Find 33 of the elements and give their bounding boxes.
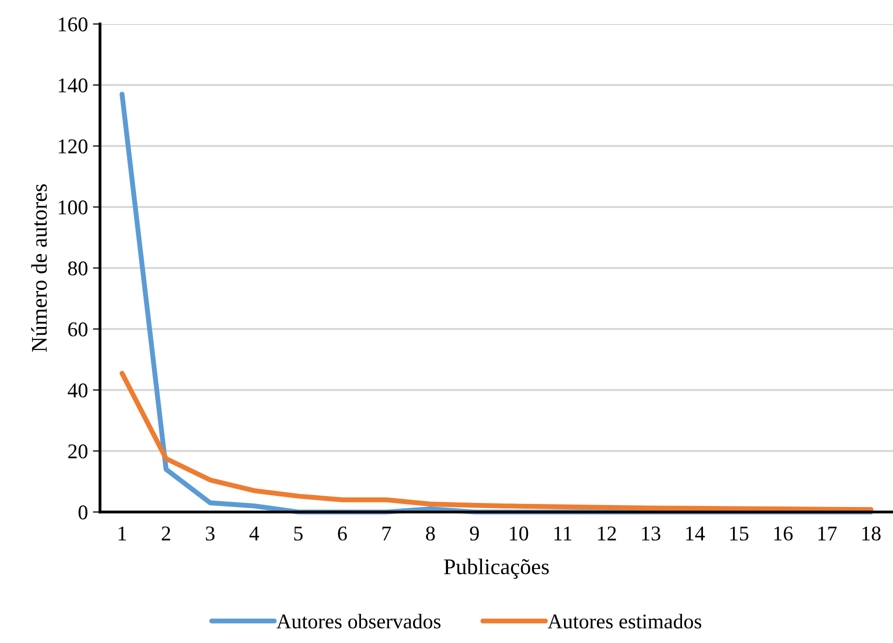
x-tick-label: 13: [642, 526, 660, 541]
line-series: [120, 92, 874, 514]
x-tick-label: 15: [730, 526, 748, 541]
x-tick-label: 5: [294, 526, 303, 541]
x-tick-label: 3: [206, 526, 215, 541]
legend-label: Autores observados: [276, 614, 440, 628]
x-tick-label: 14: [686, 526, 705, 540]
y-tick-label: 140: [58, 78, 88, 92]
y-tick-label: 160: [58, 17, 88, 32]
x-tick-label: 12: [598, 526, 616, 540]
y-tick-label: 40: [68, 383, 88, 398]
x-tick-label: 17: [818, 526, 837, 540]
x-tick-label: 8: [426, 526, 435, 541]
x-tick-label: 7: [382, 526, 391, 540]
y-axis-title: Número de autores: [31, 184, 47, 352]
y-tick-label: 80: [68, 261, 88, 276]
x-tick-label: 1: [118, 526, 126, 540]
x-tick-label: 16: [774, 526, 793, 541]
x-tick-label: 2: [162, 526, 170, 540]
y-tick-label: 60: [68, 322, 88, 336]
x-tick-label: 11: [554, 526, 572, 540]
x-axis-title: Publicações: [444, 558, 549, 579]
x-tick-label: 4: [249, 526, 260, 540]
y-tick-label: 100: [58, 200, 88, 214]
x-tick-label: 9: [470, 526, 479, 541]
y-tick-label: 120: [58, 139, 88, 154]
y-tick-label: 0: [78, 505, 88, 520]
x-tick-label: 10: [510, 526, 528, 541]
x-tick-label: 18: [862, 526, 881, 541]
legend-label: Autores estimados: [548, 614, 702, 628]
y-tick-label: 20: [68, 444, 88, 458]
line-series: [120, 370, 874, 512]
x-tick-label: 6: [338, 526, 347, 541]
